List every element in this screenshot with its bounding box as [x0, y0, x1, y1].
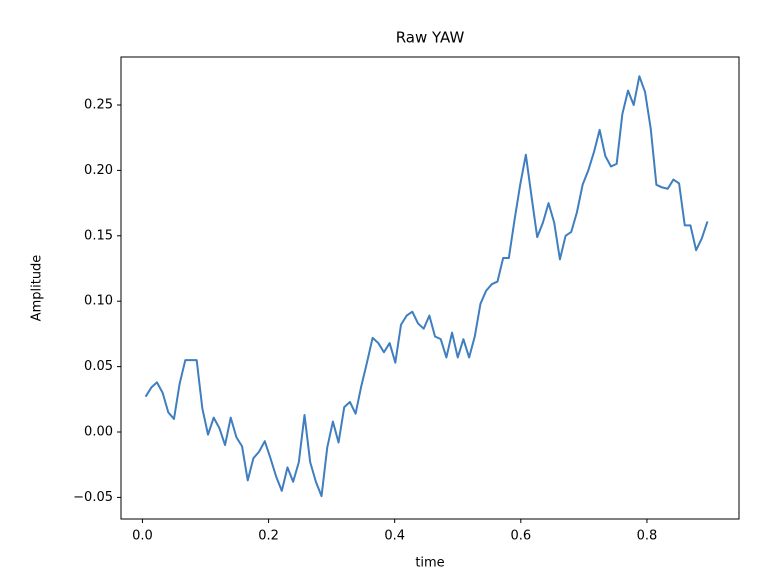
y-tick-label: 0.20: [84, 163, 113, 178]
x-tick-label: 0.8: [637, 529, 658, 544]
chart-title: Raw YAW: [396, 29, 465, 47]
y-axis-label: Amplitude: [30, 255, 45, 322]
data-line: [144, 75, 709, 498]
y-tick-label: 0.10: [84, 294, 113, 309]
x-tick-label: 0.4: [384, 529, 405, 544]
x-tick-label: 0.2: [258, 529, 279, 544]
y-tick-label: −0.05: [73, 490, 113, 505]
y-tick-label: 0.00: [84, 425, 113, 440]
y-tick-label: 0.15: [84, 228, 113, 243]
x-tick-label: 0.6: [510, 529, 531, 544]
plot-frame: [120, 56, 740, 520]
y-tick-label: 0.25: [84, 98, 113, 113]
x-tick-label: 0.0: [132, 529, 153, 544]
x-axis-label: time: [415, 556, 444, 571]
y-tick-label: 0.05: [84, 359, 113, 374]
